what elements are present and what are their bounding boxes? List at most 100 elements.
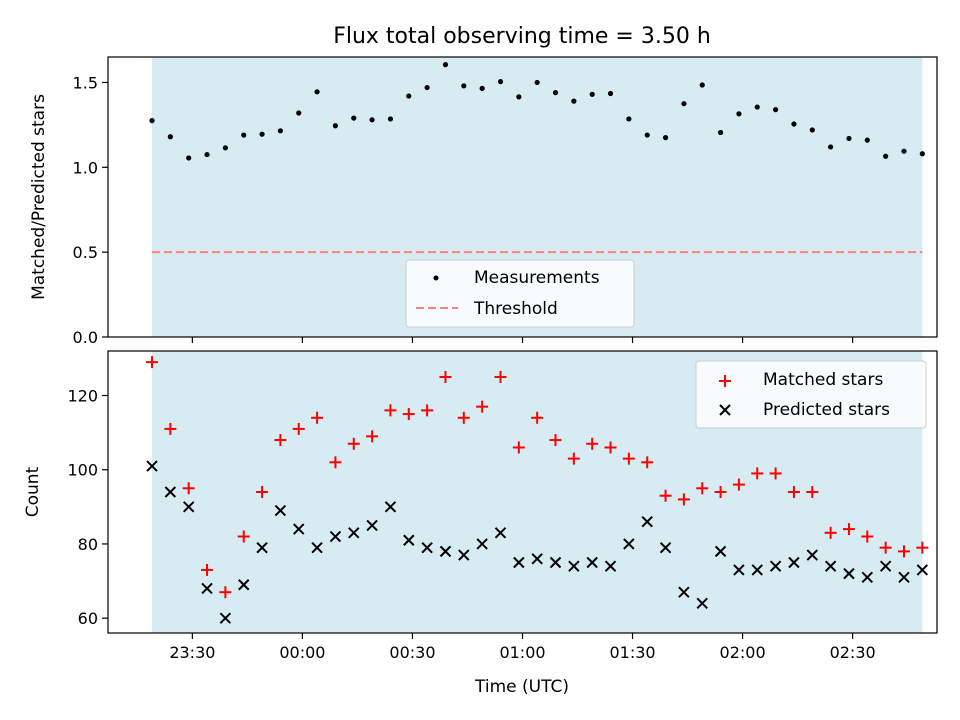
predicted-point [274, 504, 287, 517]
legend-predicted-marker [719, 404, 731, 416]
matched-point [421, 404, 434, 417]
predicted-point [238, 579, 250, 591]
matched-point [751, 467, 764, 480]
ratio-panel-frame [107, 56, 938, 338]
matched-point [256, 486, 269, 498]
chart-title: Flux total observing time = 3.50 h [333, 24, 711, 49]
matched-point [219, 586, 232, 599]
predicted-point [586, 556, 598, 569]
measurement-point [589, 91, 595, 97]
matched-point [586, 437, 599, 450]
predicted-point [256, 541, 268, 554]
measurement-point [241, 132, 247, 138]
predicted-point [568, 560, 580, 572]
count-y-ticks: 60 80 100 120 [67, 387, 108, 628]
predicted-point [494, 527, 507, 539]
measurement-point [644, 132, 650, 138]
legend-matched-label: Matched stars [763, 370, 883, 390]
predicted-point [403, 534, 415, 546]
matched-point [439, 370, 452, 383]
predicted-point [751, 564, 763, 576]
predicted-point [311, 541, 323, 554]
predicted-point [898, 571, 910, 584]
matched-point [897, 545, 910, 558]
ratio-y-tick-label: 1.0 [73, 158, 98, 177]
measurement-point [552, 90, 559, 96]
count-panel: 60 80 100 120 23:30 00:00 00:30 01:00 01:30 02:0… [23, 350, 938, 697]
x-tick-label: 02:00 [720, 643, 766, 662]
measurement-point [717, 129, 724, 136]
matched-point [659, 489, 672, 502]
matched-point [457, 411, 470, 424]
predicted-point [879, 560, 892, 572]
matched-point [384, 404, 397, 417]
matched-point [714, 486, 727, 498]
x-axis-label: Time (UTC) [474, 677, 569, 697]
measurement-point [204, 151, 210, 158]
measurement-point [222, 145, 228, 151]
measurement-point [259, 131, 265, 137]
matched-point [641, 456, 654, 469]
matched-point [806, 486, 819, 498]
predicted-point [164, 486, 177, 498]
x-tick-label: 00:30 [389, 643, 435, 662]
measurement-point [754, 104, 760, 110]
predicted-point [824, 560, 837, 572]
measurement-point [516, 94, 522, 100]
matched-point [842, 523, 855, 536]
predicted-point [476, 538, 488, 550]
measurement-point [277, 128, 284, 134]
matched-point [311, 411, 324, 424]
matched-point [567, 452, 580, 465]
measurement-point [497, 79, 504, 85]
predicted-point [549, 556, 562, 569]
predicted-point [458, 549, 470, 561]
predicted-point [916, 564, 929, 576]
predicted-point [201, 582, 213, 595]
legend-measurements-marker [433, 275, 439, 281]
ratio-y-ticks: 0.0 0.5 1.0 1.5 [73, 73, 108, 347]
measurement-point [461, 83, 467, 89]
measurement-point [626, 116, 632, 122]
measurement-point [681, 101, 687, 107]
matched-point [531, 411, 544, 424]
matched-point [402, 408, 415, 421]
predicted-point [366, 519, 378, 532]
measurement-point [571, 98, 577, 104]
matched-point [824, 526, 837, 539]
measurement-point [442, 62, 449, 68]
matched-point [182, 482, 195, 495]
predicted-point [714, 545, 727, 558]
matched-point [732, 478, 745, 491]
measurement-point [662, 135, 669, 141]
matched-point [677, 493, 690, 506]
predicted-point [769, 560, 782, 572]
measurement-point [406, 93, 412, 99]
predicted-point [843, 567, 855, 580]
measurement-point [149, 118, 155, 124]
measurement-point [864, 137, 870, 143]
predicted-point [733, 564, 745, 576]
predicted-point [696, 597, 708, 610]
count-legend: Matched stars Predicted stars [695, 360, 927, 429]
matched-point [347, 437, 360, 450]
matched-point [549, 434, 562, 447]
predicted-point [861, 571, 874, 584]
legend-matched-marker [719, 375, 731, 387]
predicted-point [421, 541, 433, 554]
predicted-point [329, 530, 342, 543]
predicted-point [531, 553, 543, 565]
matched-point [916, 541, 929, 554]
measurement-point [846, 135, 852, 142]
ratio-x-ticks [191, 337, 854, 343]
measurement-point [167, 134, 173, 140]
predicted-point [182, 501, 195, 513]
count-panel-frame [107, 350, 938, 634]
matched-point [366, 430, 379, 443]
measurement-point [387, 116, 394, 122]
count-y-label: Count [23, 466, 43, 517]
x-tick-label: 02:30 [830, 643, 876, 662]
predicted-point [293, 523, 305, 535]
ratio-panel: 0.0 0.5 1.0 1.5 Matched/Predicted stars Mea… [29, 56, 938, 347]
measurement-point [607, 90, 614, 97]
